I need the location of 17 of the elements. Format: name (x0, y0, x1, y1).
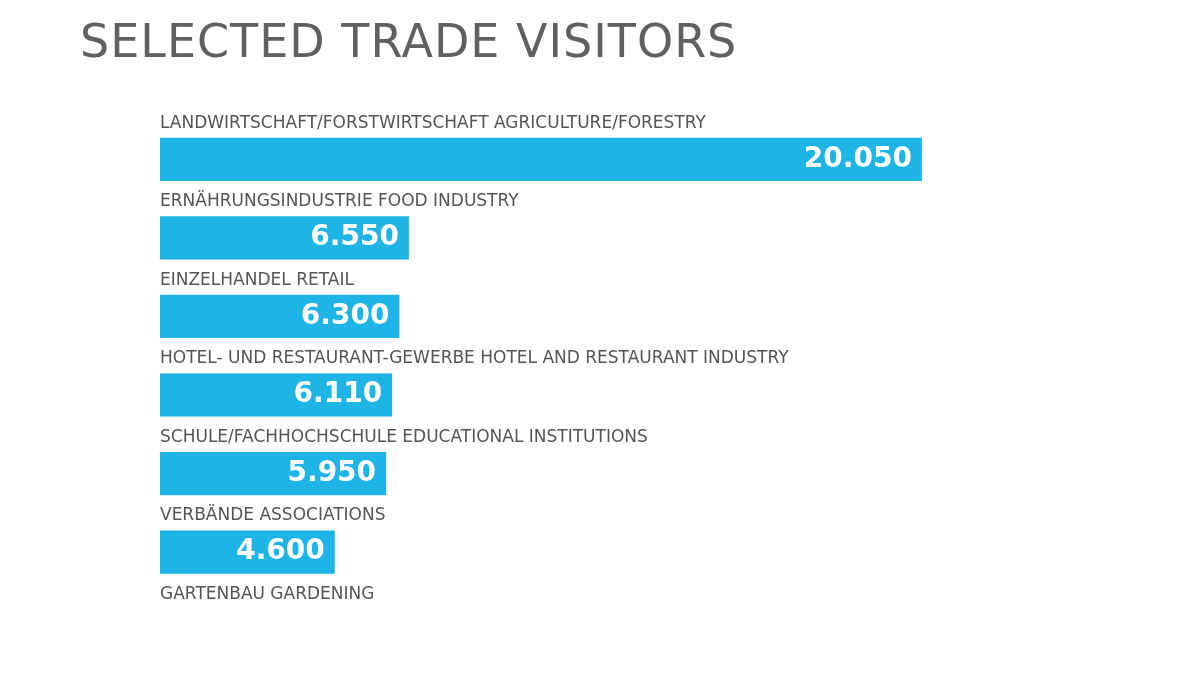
data-label: 20.050 (803, 140, 912, 174)
y-tick-label: ERNÄHRUNGSINDUSTRIE FOOD INDUSTRY (160, 190, 520, 211)
y-tick-label: SCHULE/FACHHOCHSCHULE EDUCATIONAL INSTITUTIONS (160, 425, 648, 446)
y-tick-label: LANDWIRTSCHAFT/FORSTWIRTSCHAFT AGRICULTURE/FORESTRY (160, 111, 707, 132)
y-tick-label: EINZELHANDEL RETAIL (160, 268, 355, 289)
chart-title: SELECTED TRADE VISITORS (80, 14, 738, 68)
y-tick-label: VERBÄNDE ASSOCIATIONS (160, 504, 386, 525)
data-label: 6.550 (310, 219, 399, 253)
bar (160, 373, 393, 417)
data-label: 6.300 (300, 297, 390, 331)
y-tick-label: GARTENBAU GARDENING (160, 583, 375, 604)
data-label: 6.110 (293, 376, 383, 410)
y-tick-label: HOTEL- UND RESTAURANT-GEWERBE HOTEL AND RESTAURANT INDUSTRY (160, 347, 790, 368)
data-label: 5.950 (287, 454, 377, 488)
bar (160, 137, 922, 181)
data-label: 4.600 (236, 533, 325, 567)
bar (160, 216, 409, 260)
